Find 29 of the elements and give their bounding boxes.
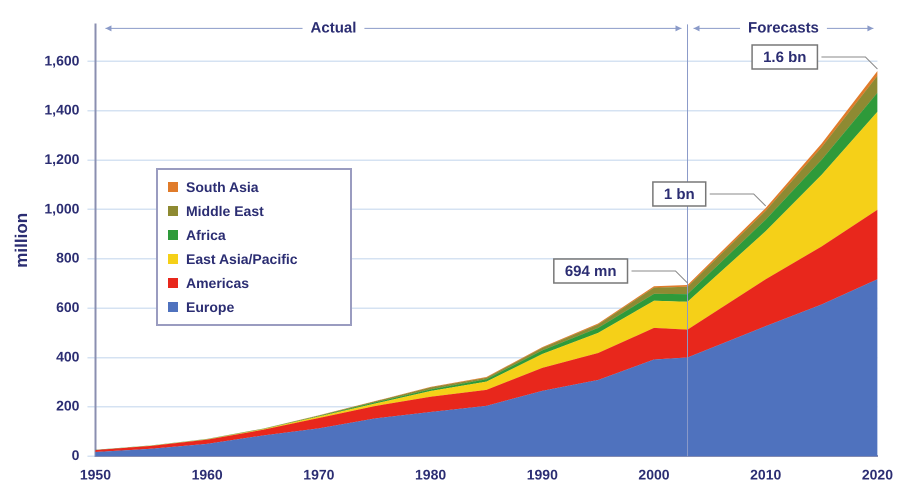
- y-tick-label: 600: [56, 299, 80, 316]
- y-tick-label: 200: [56, 398, 80, 414]
- y-tick-label: 800: [56, 250, 80, 266]
- legend-label: Africa: [186, 227, 226, 243]
- annotation: 694 mn: [564, 263, 617, 280]
- legend-label: South Asia: [186, 179, 259, 195]
- x-tick-label: 1950: [80, 466, 112, 482]
- legend-label: Americas: [186, 275, 250, 291]
- x-tick-label: 1970: [303, 466, 335, 482]
- x-tick-label: 2010: [750, 466, 782, 482]
- y-tick-label: 1,200: [44, 150, 80, 167]
- legend-label: Middle East: [186, 203, 264, 219]
- x-tick-label: 2020: [862, 466, 894, 482]
- legend-label: Europe: [186, 299, 234, 315]
- x-tick-label: 2000: [638, 466, 670, 482]
- y-tick-label: 1,400: [44, 102, 80, 118]
- y-tick-label: 1,600: [44, 52, 80, 68]
- x-tick-label: 1980: [414, 466, 446, 482]
- annotation: 1.6 bn: [763, 49, 806, 66]
- annotation: Forecasts: [748, 20, 819, 37]
- annotation: Actual: [310, 20, 356, 37]
- y-tick-label: 400: [56, 348, 80, 364]
- x-tick-label: 1990: [526, 466, 558, 482]
- y-axis-title: million: [12, 212, 31, 268]
- legend-label: East Asia/Pacific: [186, 251, 298, 267]
- y-tick-label: 0: [72, 447, 80, 464]
- y-tick-label: 1,000: [44, 200, 80, 216]
- annotation: 1 bn: [664, 186, 695, 204]
- x-tick-label: 1960: [192, 466, 223, 482]
